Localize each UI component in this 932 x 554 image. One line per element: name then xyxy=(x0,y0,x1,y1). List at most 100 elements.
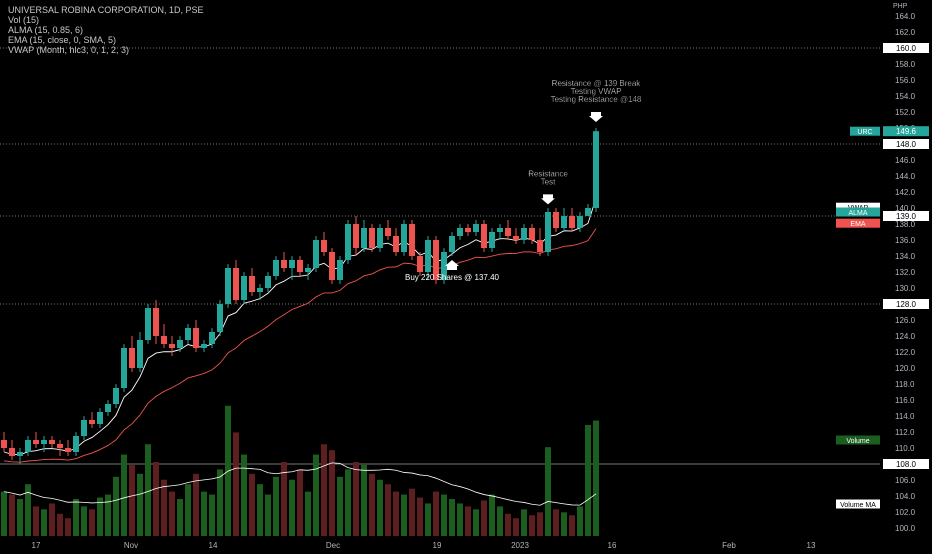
candle-body xyxy=(169,344,175,348)
price-tick-label: 142.0 xyxy=(895,188,916,197)
annotation-text: Resistance @ 139 Break xyxy=(552,79,642,88)
candle-body xyxy=(585,208,591,216)
annotation-arrow-down xyxy=(541,194,555,205)
volume-bar xyxy=(449,499,455,536)
hline-price-tag xyxy=(883,211,929,221)
volume-bar xyxy=(249,473,255,536)
volume-bar xyxy=(273,476,279,536)
price-tick-label: 124.0 xyxy=(895,332,916,341)
legend-ema[interactable]: EMA (15, close, 0, SMA, 5) xyxy=(8,35,117,45)
candle-body xyxy=(457,228,463,236)
candle-body xyxy=(441,252,447,280)
legend-vol[interactable]: Vol (15) xyxy=(8,15,40,25)
volume-bar xyxy=(1,491,7,536)
hline-price-tag xyxy=(883,43,929,53)
volume-bar xyxy=(473,509,479,536)
candle-body xyxy=(201,344,207,348)
candle-body xyxy=(297,260,303,272)
candle-body xyxy=(57,444,63,448)
volume-bar xyxy=(185,484,191,536)
volume-bar xyxy=(257,484,263,536)
candle-body xyxy=(1,440,7,448)
hline-price-text: 128.0 xyxy=(896,300,917,309)
candle-body xyxy=(537,240,543,252)
volume-bar xyxy=(529,515,535,536)
legend-vwap[interactable]: VWAP (Month, hlc3, 0, 1, 2, 3) xyxy=(8,45,130,55)
time-tick-label: 14 xyxy=(209,541,218,550)
price-label-text: Volume MA xyxy=(840,502,876,509)
candle-body xyxy=(177,340,183,348)
volume-bar xyxy=(177,499,183,536)
volume-bar xyxy=(201,491,207,536)
candle-body xyxy=(497,228,503,232)
candle-body xyxy=(193,328,199,348)
volume-bar xyxy=(289,479,295,536)
volume-bar xyxy=(537,512,543,536)
candle-body xyxy=(65,448,71,452)
volume-bar xyxy=(505,513,511,536)
volume-bar xyxy=(569,515,575,536)
volume-bar xyxy=(9,494,15,536)
volume-bar xyxy=(113,476,119,536)
price-label-box xyxy=(836,435,880,445)
price-tick-label: 114.0 xyxy=(895,412,915,421)
volume-bar xyxy=(89,509,95,536)
candle-body xyxy=(217,304,223,332)
candle-body xyxy=(577,216,583,228)
time-axis: 17 Nov 14 Dec 19 2023 16 Feb 13 xyxy=(32,541,816,550)
candle-body xyxy=(145,308,151,340)
price-tick-label: 154.0 xyxy=(895,92,916,101)
candle-body xyxy=(241,276,247,300)
candle-body xyxy=(249,276,255,292)
candle-body xyxy=(97,412,103,424)
annotation-arrow-down xyxy=(589,112,603,122)
candle-body xyxy=(553,212,559,228)
hline-price-tag xyxy=(883,139,929,149)
hline-price-tag xyxy=(883,299,929,309)
price-tick-label: 132.0 xyxy=(895,268,916,277)
time-tick-label: 2023 xyxy=(511,541,529,550)
volume-bar xyxy=(561,512,567,536)
time-tick-label: Dec xyxy=(326,541,340,550)
price-tick-label: 144.0 xyxy=(895,172,916,181)
price-tick-label: 158.0 xyxy=(895,60,916,69)
candle-body xyxy=(89,420,95,424)
annotation-text: Testing VWAP xyxy=(571,87,622,96)
price-tick-label: 126.0 xyxy=(895,316,916,325)
price-tick-label: 140.0 xyxy=(895,204,916,213)
candle-body xyxy=(361,228,367,248)
annotation-arrow-up xyxy=(445,260,459,270)
price-label-box xyxy=(850,126,880,136)
volume-bar xyxy=(49,503,55,536)
candle-body xyxy=(329,252,335,280)
volume-bar xyxy=(121,454,127,536)
ema-line xyxy=(3,228,597,463)
hline-price-text: 139.0 xyxy=(896,212,917,221)
volume-bar xyxy=(577,506,583,536)
legend-alma[interactable]: ALMA (15, 0.85, 6) xyxy=(8,25,84,35)
time-tick-label: 19 xyxy=(433,541,442,550)
price-tick-label: 156.0 xyxy=(895,76,916,85)
price-tick-label: 120.0 xyxy=(895,364,916,373)
candle-body xyxy=(529,228,535,240)
candle-body xyxy=(513,236,519,240)
candle-body xyxy=(385,228,391,236)
candle-body xyxy=(345,224,351,260)
candle-body xyxy=(233,268,239,300)
volume-bar xyxy=(441,494,447,536)
price-label-box xyxy=(836,218,880,228)
candle-body xyxy=(81,420,87,436)
candle-body xyxy=(41,440,47,444)
volume-bar xyxy=(489,494,495,536)
legend-title[interactable]: UNIVERSAL ROBINA CORPORATION, 1D, PSE xyxy=(8,5,204,15)
price-tick-label: 112.0 xyxy=(895,428,915,437)
price-value-box xyxy=(883,126,929,137)
volume-bar xyxy=(33,506,39,536)
candle-body xyxy=(33,440,39,444)
candle-body xyxy=(409,224,415,256)
candle-body xyxy=(377,228,383,248)
price-label-text: Volume xyxy=(846,438,869,445)
time-tick-label: Nov xyxy=(124,541,138,550)
